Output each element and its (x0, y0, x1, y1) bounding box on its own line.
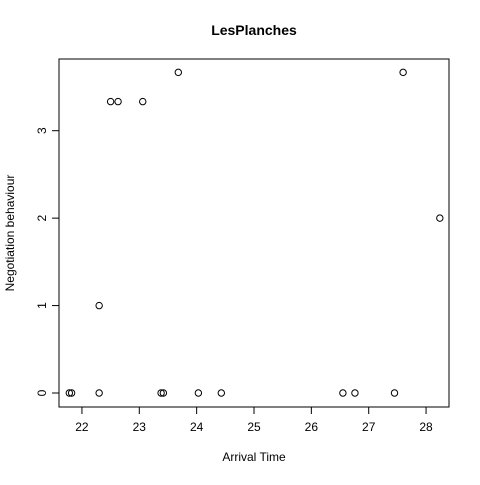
x-axis: 22 23 24 25 26 27 28 (75, 406, 433, 434)
data-point (351, 389, 359, 397)
x-tick-label: 27 (362, 420, 376, 434)
y-tick-label: 2 (35, 214, 49, 221)
x-tick-label: 28 (419, 420, 433, 434)
data-point (67, 389, 76, 397)
y-axis-label: Negotiation behaviour (3, 175, 17, 292)
data-point (194, 389, 203, 397)
y-tick-label: 0 (35, 389, 49, 396)
data-point (106, 97, 115, 106)
plot-frame (58, 58, 450, 408)
x-tick-label: 24 (190, 420, 204, 434)
data-point (95, 301, 103, 310)
data-point (399, 68, 407, 77)
data-point (114, 97, 122, 106)
data-point (157, 389, 165, 397)
y-tick-label: 3 (35, 127, 49, 134)
data-point (436, 214, 444, 222)
data-point (390, 389, 399, 397)
x-axis-label: Arrival Time (222, 450, 286, 464)
x-tick-label: 25 (247, 420, 261, 434)
data-points (65, 68, 444, 397)
data-point (159, 389, 168, 397)
data-point (139, 97, 147, 106)
x-tick-label: 26 (305, 420, 319, 434)
x-tick-label: 23 (133, 420, 147, 434)
data-point (95, 389, 103, 397)
data-point (217, 389, 226, 397)
chart-title: LesPlanches (211, 22, 297, 38)
data-point (174, 68, 182, 77)
y-tick-label: 1 (35, 302, 49, 309)
y-axis: 0 1 2 3 (35, 127, 60, 396)
x-tick-label: 22 (75, 420, 89, 434)
data-point (65, 389, 74, 397)
data-point (339, 389, 347, 397)
